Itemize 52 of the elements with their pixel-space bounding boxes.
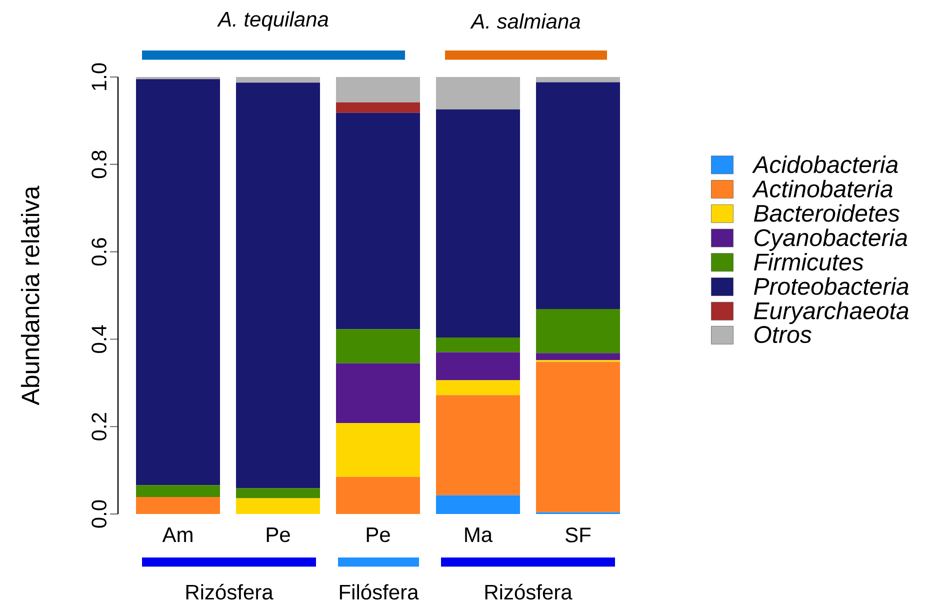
y-tick-label: 0.8 bbox=[92, 150, 106, 178]
y-tick-label: 0.0 bbox=[92, 500, 106, 528]
bar bbox=[336, 112, 420, 330]
bar bbox=[236, 82, 320, 488]
bar bbox=[136, 496, 220, 514]
legend-label: Otros bbox=[754, 326, 812, 344]
bar bbox=[536, 82, 620, 310]
bar bbox=[336, 476, 420, 514]
text: Rizósfera bbox=[186, 584, 274, 600]
y-axis-title: Abundancia relativa bbox=[20, 186, 40, 406]
bar bbox=[436, 352, 520, 380]
x-tick-label: Ma bbox=[465, 528, 493, 542]
legend-label: Proteobacteria bbox=[754, 277, 908, 295]
bar bbox=[336, 76, 420, 102]
text: Rizósfera bbox=[485, 584, 572, 600]
bar bbox=[136, 485, 220, 497]
text: A. salmiana bbox=[470, 13, 580, 29]
bar bbox=[436, 337, 520, 352]
bar bbox=[236, 488, 320, 498]
x-tick-label: Pe bbox=[366, 528, 390, 542]
bar bbox=[336, 423, 420, 477]
legend-label: Actinobateria bbox=[752, 180, 892, 198]
text: A. tequilana bbox=[217, 11, 328, 31]
bar bbox=[336, 363, 420, 424]
y-tick-label: 0.6 bbox=[92, 238, 106, 266]
y-tick-label: 0.2 bbox=[92, 413, 106, 440]
bar bbox=[436, 109, 520, 338]
y-tick-label: 0.4 bbox=[92, 325, 106, 353]
legend-label: Cyanobacteria bbox=[754, 228, 908, 251]
y-tick-label: 1.0 bbox=[92, 63, 106, 90]
bar bbox=[136, 79, 220, 486]
bar bbox=[436, 380, 520, 396]
bar bbox=[136, 76, 220, 80]
bar bbox=[236, 76, 320, 83]
bar bbox=[436, 395, 520, 496]
legend-label: Firmicutes bbox=[754, 252, 864, 271]
bar bbox=[436, 76, 520, 110]
bar bbox=[536, 76, 620, 82]
bar bbox=[536, 309, 620, 354]
x-tick-label: Pe bbox=[266, 528, 290, 542]
bar bbox=[336, 329, 420, 364]
bar bbox=[536, 362, 620, 512]
bar bbox=[236, 498, 320, 514]
bar bbox=[536, 353, 620, 360]
x-tick-label: SF bbox=[566, 528, 591, 542]
bar bbox=[336, 102, 420, 113]
text: Filósfera bbox=[340, 584, 419, 600]
legend-label: Bacteroidetes bbox=[754, 204, 900, 222]
x-tick-label: Am bbox=[162, 528, 192, 542]
legend-label: Acidobacteria bbox=[752, 155, 898, 174]
legend-label: Euryarchaeota bbox=[754, 302, 908, 324]
bar bbox=[436, 495, 520, 514]
